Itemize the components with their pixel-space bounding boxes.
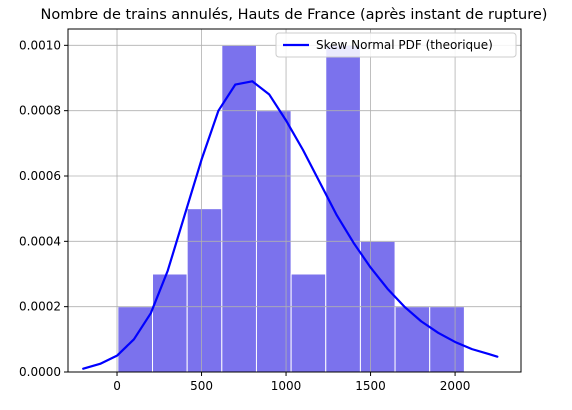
skew-normal-pdf-curve [82,80,499,370]
histogram-bar [429,306,465,373]
y-tick-label: 0.0010 [19,38,61,52]
y-tick-label: 0.0000 [19,365,61,379]
x-tick-label: 500 [190,379,213,393]
y-tick-label: 0.0004 [19,234,61,248]
y-tick-label: 0.0008 [19,104,61,118]
legend-box [275,32,517,58]
y-tick-label: 0.0002 [19,300,61,314]
histogram-bar [325,44,361,373]
histogram-bar [221,44,257,373]
x-tick-label: 1000 [271,379,302,393]
histogram-bar [394,306,431,373]
legend-label: Skew Normal PDF (theorique) [316,38,493,52]
x-tick-label: 1500 [355,379,386,393]
histogram-bar [290,273,327,373]
x-tick-label: 0 [113,379,121,393]
y-tick-label: 0.0006 [19,169,61,183]
plot-area: 0 500 1000 1500 2000 0.0000 0.0002 0.0004 0.0006… [19,28,522,393]
axes-frame [67,28,522,373]
chart-title: Nombre de trains annulés, Hauts de Franc… [41,7,548,23]
histogram-bar [152,273,188,373]
x-tick-label: 2000 [440,379,471,393]
histogram-bar [186,208,223,373]
